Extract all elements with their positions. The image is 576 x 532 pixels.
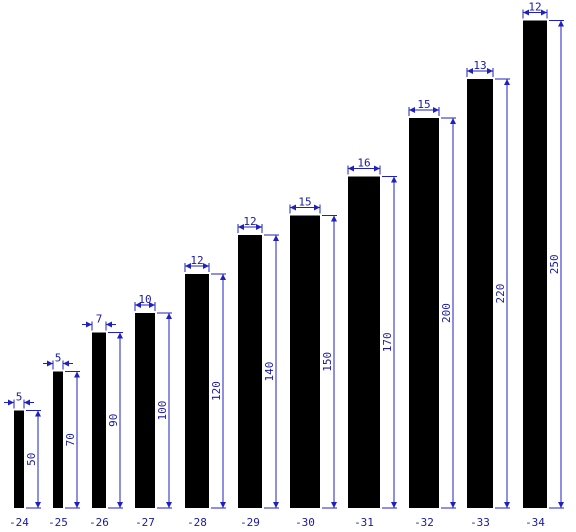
- bar: [53, 371, 63, 508]
- part-label: -29: [240, 516, 260, 529]
- width-label: 15: [298, 196, 311, 209]
- part-label: -25: [48, 516, 68, 529]
- bar: [185, 274, 209, 508]
- height-label: 100: [156, 401, 169, 421]
- height-label: 140: [263, 362, 276, 382]
- height-label: 70: [64, 433, 77, 446]
- width-label: 16: [357, 157, 370, 170]
- height-label: 150: [321, 352, 334, 372]
- part-label: -27: [135, 516, 155, 529]
- height-label: 170: [381, 332, 394, 352]
- bar: [14, 410, 24, 508]
- part-label: -26: [89, 516, 109, 529]
- part-label: -31: [354, 516, 374, 529]
- part-label: -32: [414, 516, 434, 529]
- bar: [92, 332, 106, 508]
- width-label: 10: [138, 293, 151, 306]
- bar: [290, 215, 320, 508]
- part-label: -30: [295, 516, 315, 529]
- height-label: 90: [107, 414, 120, 427]
- height-label: 220: [494, 284, 507, 304]
- height-label: 50: [25, 453, 38, 466]
- width-label: 12: [528, 1, 541, 14]
- width-label: 12: [190, 254, 203, 267]
- width-label: 5: [16, 391, 23, 404]
- height-label: 250: [548, 254, 561, 274]
- height-label: 120: [210, 381, 223, 401]
- part-label: -33: [470, 516, 490, 529]
- part-label: -28: [187, 516, 207, 529]
- width-label: 5: [55, 352, 62, 365]
- width-label: 12: [243, 215, 256, 228]
- part-label: -24: [9, 516, 29, 529]
- bar: [523, 20, 547, 508]
- bar: [467, 79, 493, 508]
- part-label: -34: [525, 516, 545, 529]
- bar: [409, 118, 439, 508]
- width-label: 13: [473, 59, 486, 72]
- width-label: 7: [96, 313, 103, 326]
- bar: [135, 313, 155, 508]
- width-label: 15: [417, 98, 430, 111]
- bar: [348, 176, 380, 508]
- height-label: 200: [440, 303, 453, 323]
- bar: [238, 235, 262, 508]
